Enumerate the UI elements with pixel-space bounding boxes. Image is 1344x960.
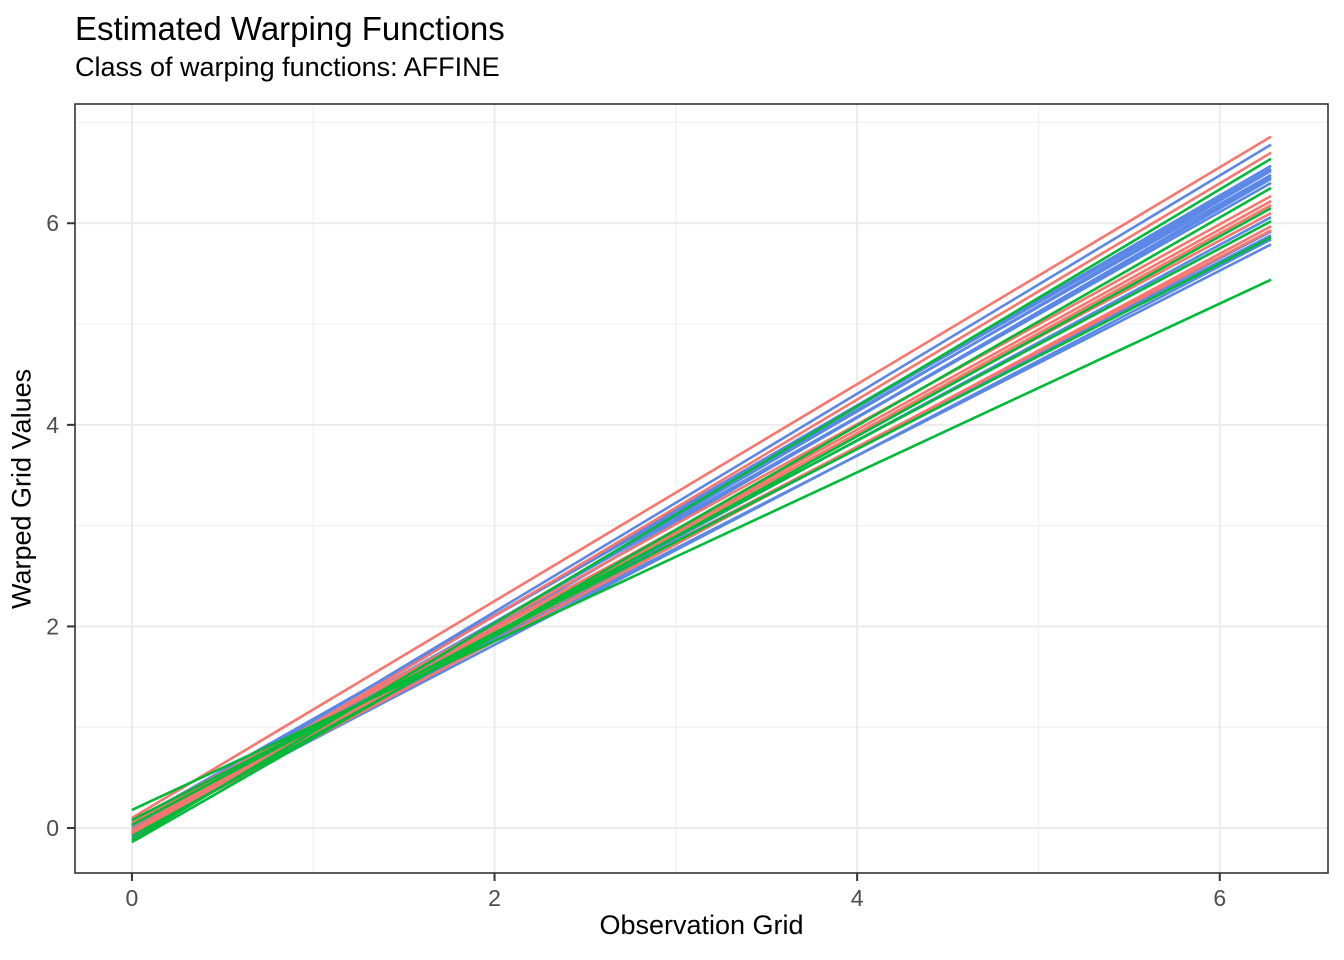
y-axis-title: Warped Grid Values [6,368,37,609]
y-tick-label: 6 [46,210,59,236]
warping-line-red [131,203,1272,835]
x-tick-label: 2 [488,885,501,911]
plot-subtitle: Class of warping functions: AFFINE [75,52,500,82]
warping-line-green [131,186,1272,844]
y-tick-label: 0 [46,815,59,841]
warping-line-green [131,220,1272,827]
warping-line-red [131,135,1272,820]
y-tick-label: 2 [46,613,59,639]
y-tick-label: 4 [46,412,59,438]
warping-line-green [131,157,1272,842]
x-tick-label: 4 [851,885,864,911]
x-tick-label: 0 [126,885,139,911]
warping-line-green [131,278,1272,812]
warping-line-red [131,212,1272,823]
plot-title: Estimated Warping Functions [75,10,505,47]
x-tick-label: 6 [1213,885,1226,911]
panel-border [74,103,1329,874]
x-axis-title: Observation Grid [599,910,804,940]
